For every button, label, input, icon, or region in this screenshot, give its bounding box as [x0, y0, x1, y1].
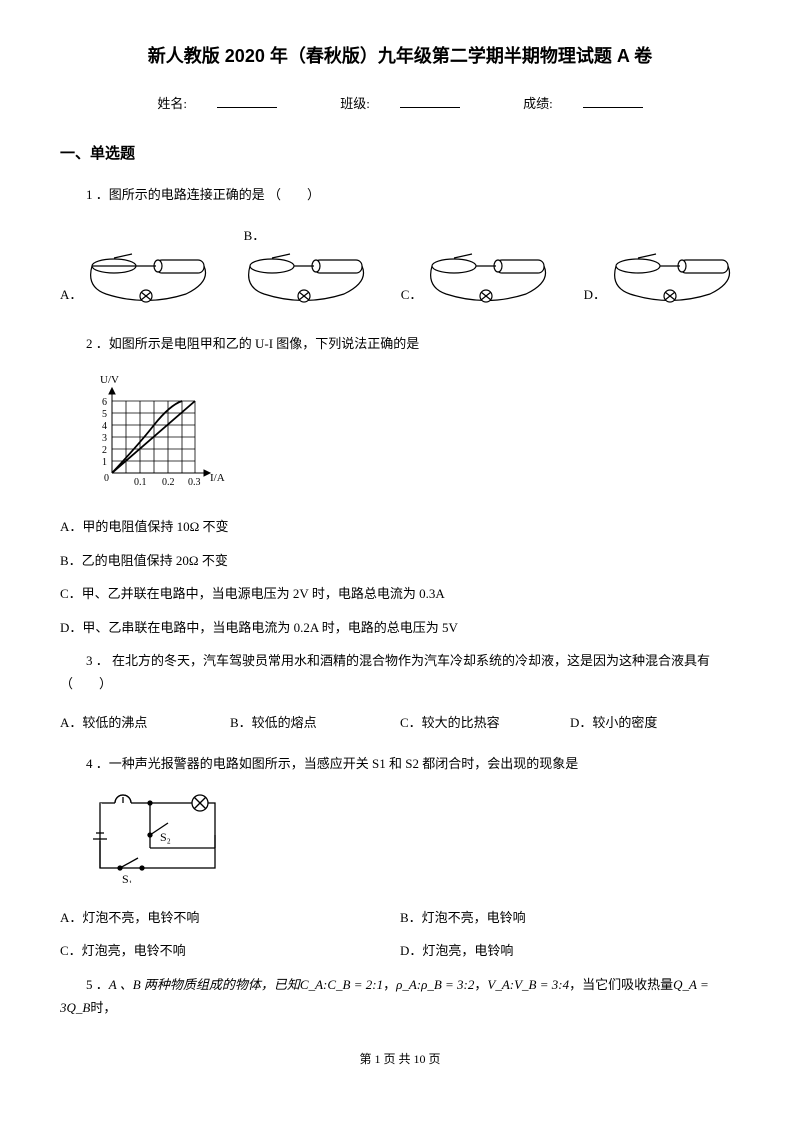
q1-label-d: D． [584, 283, 606, 306]
q4-opt-b: B．灯泡不亮，电铃响 [400, 906, 740, 929]
svg-text:U/V: U/V [100, 374, 119, 386]
svg-text:S₁: S₁ [122, 872, 133, 883]
q5-formula2: ρ_A:ρ_B = 3:2 [396, 977, 474, 992]
svg-text:2: 2 [102, 445, 107, 456]
info-line: 姓名: 班级: 成绩: [60, 92, 740, 115]
q3-opt-d: D．较小的密度 [570, 711, 740, 734]
q4-options: A．灯泡不亮，电铃不响 B．灯泡不亮，电铃响 C．灯泡亮，电铃不响 D．灯泡亮，… [60, 906, 740, 973]
svg-text:4: 4 [102, 421, 107, 432]
svg-text:I/A: I/A [210, 472, 225, 484]
page-footer: 第 1 页 共 10 页 [60, 1049, 740, 1071]
svg-text:0.3: 0.3 [188, 477, 201, 488]
q1-label-b: B． [244, 224, 266, 247]
q5-stem: 5 ．A 、B 两种物质组成的物体，已知C_A:C_B = 2:1，ρ_A:ρ_… [60, 973, 740, 1020]
q4-opt-a: A．灯泡不亮，电铃不响 [60, 906, 400, 929]
q3-stem: 3 ． 在北方的冬天，汽车驾驶员常用水和酒精的混合物作为汽车冷却系统的冷却液，这… [60, 649, 740, 696]
q3-options: A．较低的沸点 B．较低的熔点 C．较大的比热容 D．较小的密度 [60, 711, 740, 734]
q3-opt-a: A．较低的沸点 [60, 711, 230, 734]
q4-opt-c: C．灯泡亮，电铃不响 [60, 939, 400, 962]
q1-label-a: A． [60, 283, 82, 306]
q2-opt-c: C．甲、乙并联在电路中，当电源电压为 2V 时，电路总电流为 0.3A [60, 582, 740, 605]
q3-opt-c: C．较大的比热容 [400, 711, 570, 734]
section-title: 一、单选题 [60, 141, 740, 168]
circuit-diagram-a [86, 252, 216, 307]
svg-text:3: 3 [102, 433, 107, 444]
circuit-diagram-d [610, 252, 740, 307]
q2-opt-d: D．甲、乙串联在电路中，当电路电流为 0.2A 时，电路的总电压为 5V [60, 616, 740, 639]
circuit-diagram-b [244, 252, 374, 307]
q4-stem: 4 ．一种声光报警器的电路如图所示，当感应开关 S1 和 S2 都闭合时，会出现… [60, 752, 740, 775]
q1-stem: 1 ．图所示的电路连接正确的是 （ ） [60, 183, 740, 206]
q1-label-c: C． [401, 283, 423, 306]
q2-opt-a: A．甲的电阻值保持 10Ω 不变 [60, 515, 740, 538]
q4-circuit: S₂ S₁ [90, 793, 740, 890]
score-label: 成绩: [508, 96, 658, 111]
page-title: 新人教版 2020 年（春秋版）九年级第二学期半期物理试题 A 卷 [60, 40, 740, 72]
svg-text:S₂: S₂ [160, 830, 171, 844]
q5-formula3: V_A:V_B = 3:4 [487, 977, 569, 992]
q4-opt-d: D．灯泡亮，电铃响 [400, 939, 740, 962]
circuit-diagram-c [426, 252, 556, 307]
q2-graph: U/V 6 5 4 3 2 1 0 0.1 [90, 373, 740, 500]
q5-formula1: C_A:C_B = 2:1 [300, 977, 383, 992]
name-label: 姓名: [142, 96, 292, 111]
q3-opt-b: B．较低的熔点 [230, 711, 400, 734]
class-label: 班级: [325, 96, 475, 111]
svg-text:0.1: 0.1 [134, 477, 147, 488]
svg-text:0: 0 [104, 473, 109, 484]
svg-text:0.2: 0.2 [162, 477, 175, 488]
svg-text:6: 6 [102, 397, 107, 408]
svg-text:5: 5 [102, 409, 107, 420]
q2-options: A．甲的电阻值保持 10Ω 不变 B．乙的电阻值保持 20Ω 不变 C．甲、乙并… [60, 515, 740, 639]
q1-options: A． B． [60, 224, 740, 306]
q2-stem: 2 ．如图所示是电阻甲和乙的 U-I 图像，下列说法正确的是 [60, 332, 740, 355]
q2-opt-b: B．乙的电阻值保持 20Ω 不变 [60, 549, 740, 572]
svg-text:1: 1 [102, 457, 107, 468]
